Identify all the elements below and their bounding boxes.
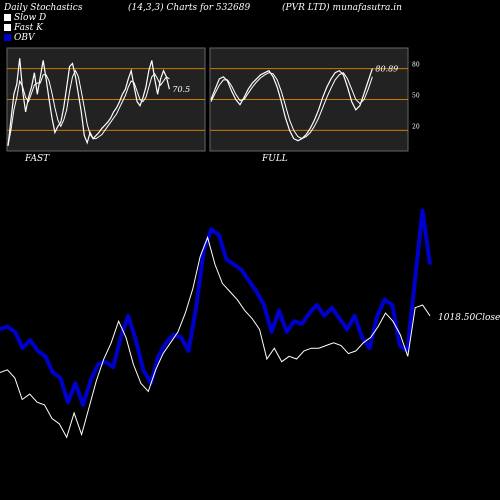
- chart-header-source: (PVR LTD) munafasutra.in: [282, 3, 402, 13]
- y-tick-label: 50: [412, 93, 420, 100]
- close-value-label: 1018.50Close: [438, 313, 500, 323]
- fast-panel-title: FAST: [24, 154, 50, 164]
- series-line-fast-k: [7, 58, 170, 146]
- legend-swatch: [4, 14, 11, 21]
- legend-label: Slow D: [14, 13, 47, 23]
- legend-swatch: [4, 34, 11, 41]
- chart-header-params: (14,3,3) Charts for 532689: [128, 3, 251, 13]
- y-tick-label: 20: [412, 123, 420, 130]
- legend-item-obv: OBV: [4, 33, 35, 43]
- legend-item-slow-d: Slow D: [4, 13, 46, 23]
- last-value-label: 80.89: [375, 65, 398, 74]
- legend-label: OBV: [14, 33, 35, 43]
- full-panel-title: FULL: [261, 154, 288, 164]
- close-price-line: [0, 235, 431, 439]
- legend-item-fast-k: Fast K: [4, 23, 43, 33]
- close-suffix: Close: [475, 313, 500, 323]
- full-stochastic-panel: FULL 20 50 80 80.89: [209, 47, 420, 164]
- obv-price-panel: 1018.50Close: [0, 208, 500, 439]
- legend-label: Fast K: [14, 23, 43, 33]
- last-value-label: 70.5: [172, 85, 190, 94]
- series-line-slow-d: [7, 69, 170, 146]
- fast-stochastic-panel: FAST 20508070.5: [6, 47, 217, 164]
- close-value: 1018.50: [438, 313, 475, 323]
- obv-line: [0, 208, 432, 407]
- series-line-full-d: [210, 72, 373, 140]
- chart-header-title: Daily Stochastics: [4, 3, 83, 13]
- legend-swatch: [4, 24, 11, 31]
- y-tick-label: 80: [412, 62, 420, 69]
- series-line-full-k: [210, 68, 373, 142]
